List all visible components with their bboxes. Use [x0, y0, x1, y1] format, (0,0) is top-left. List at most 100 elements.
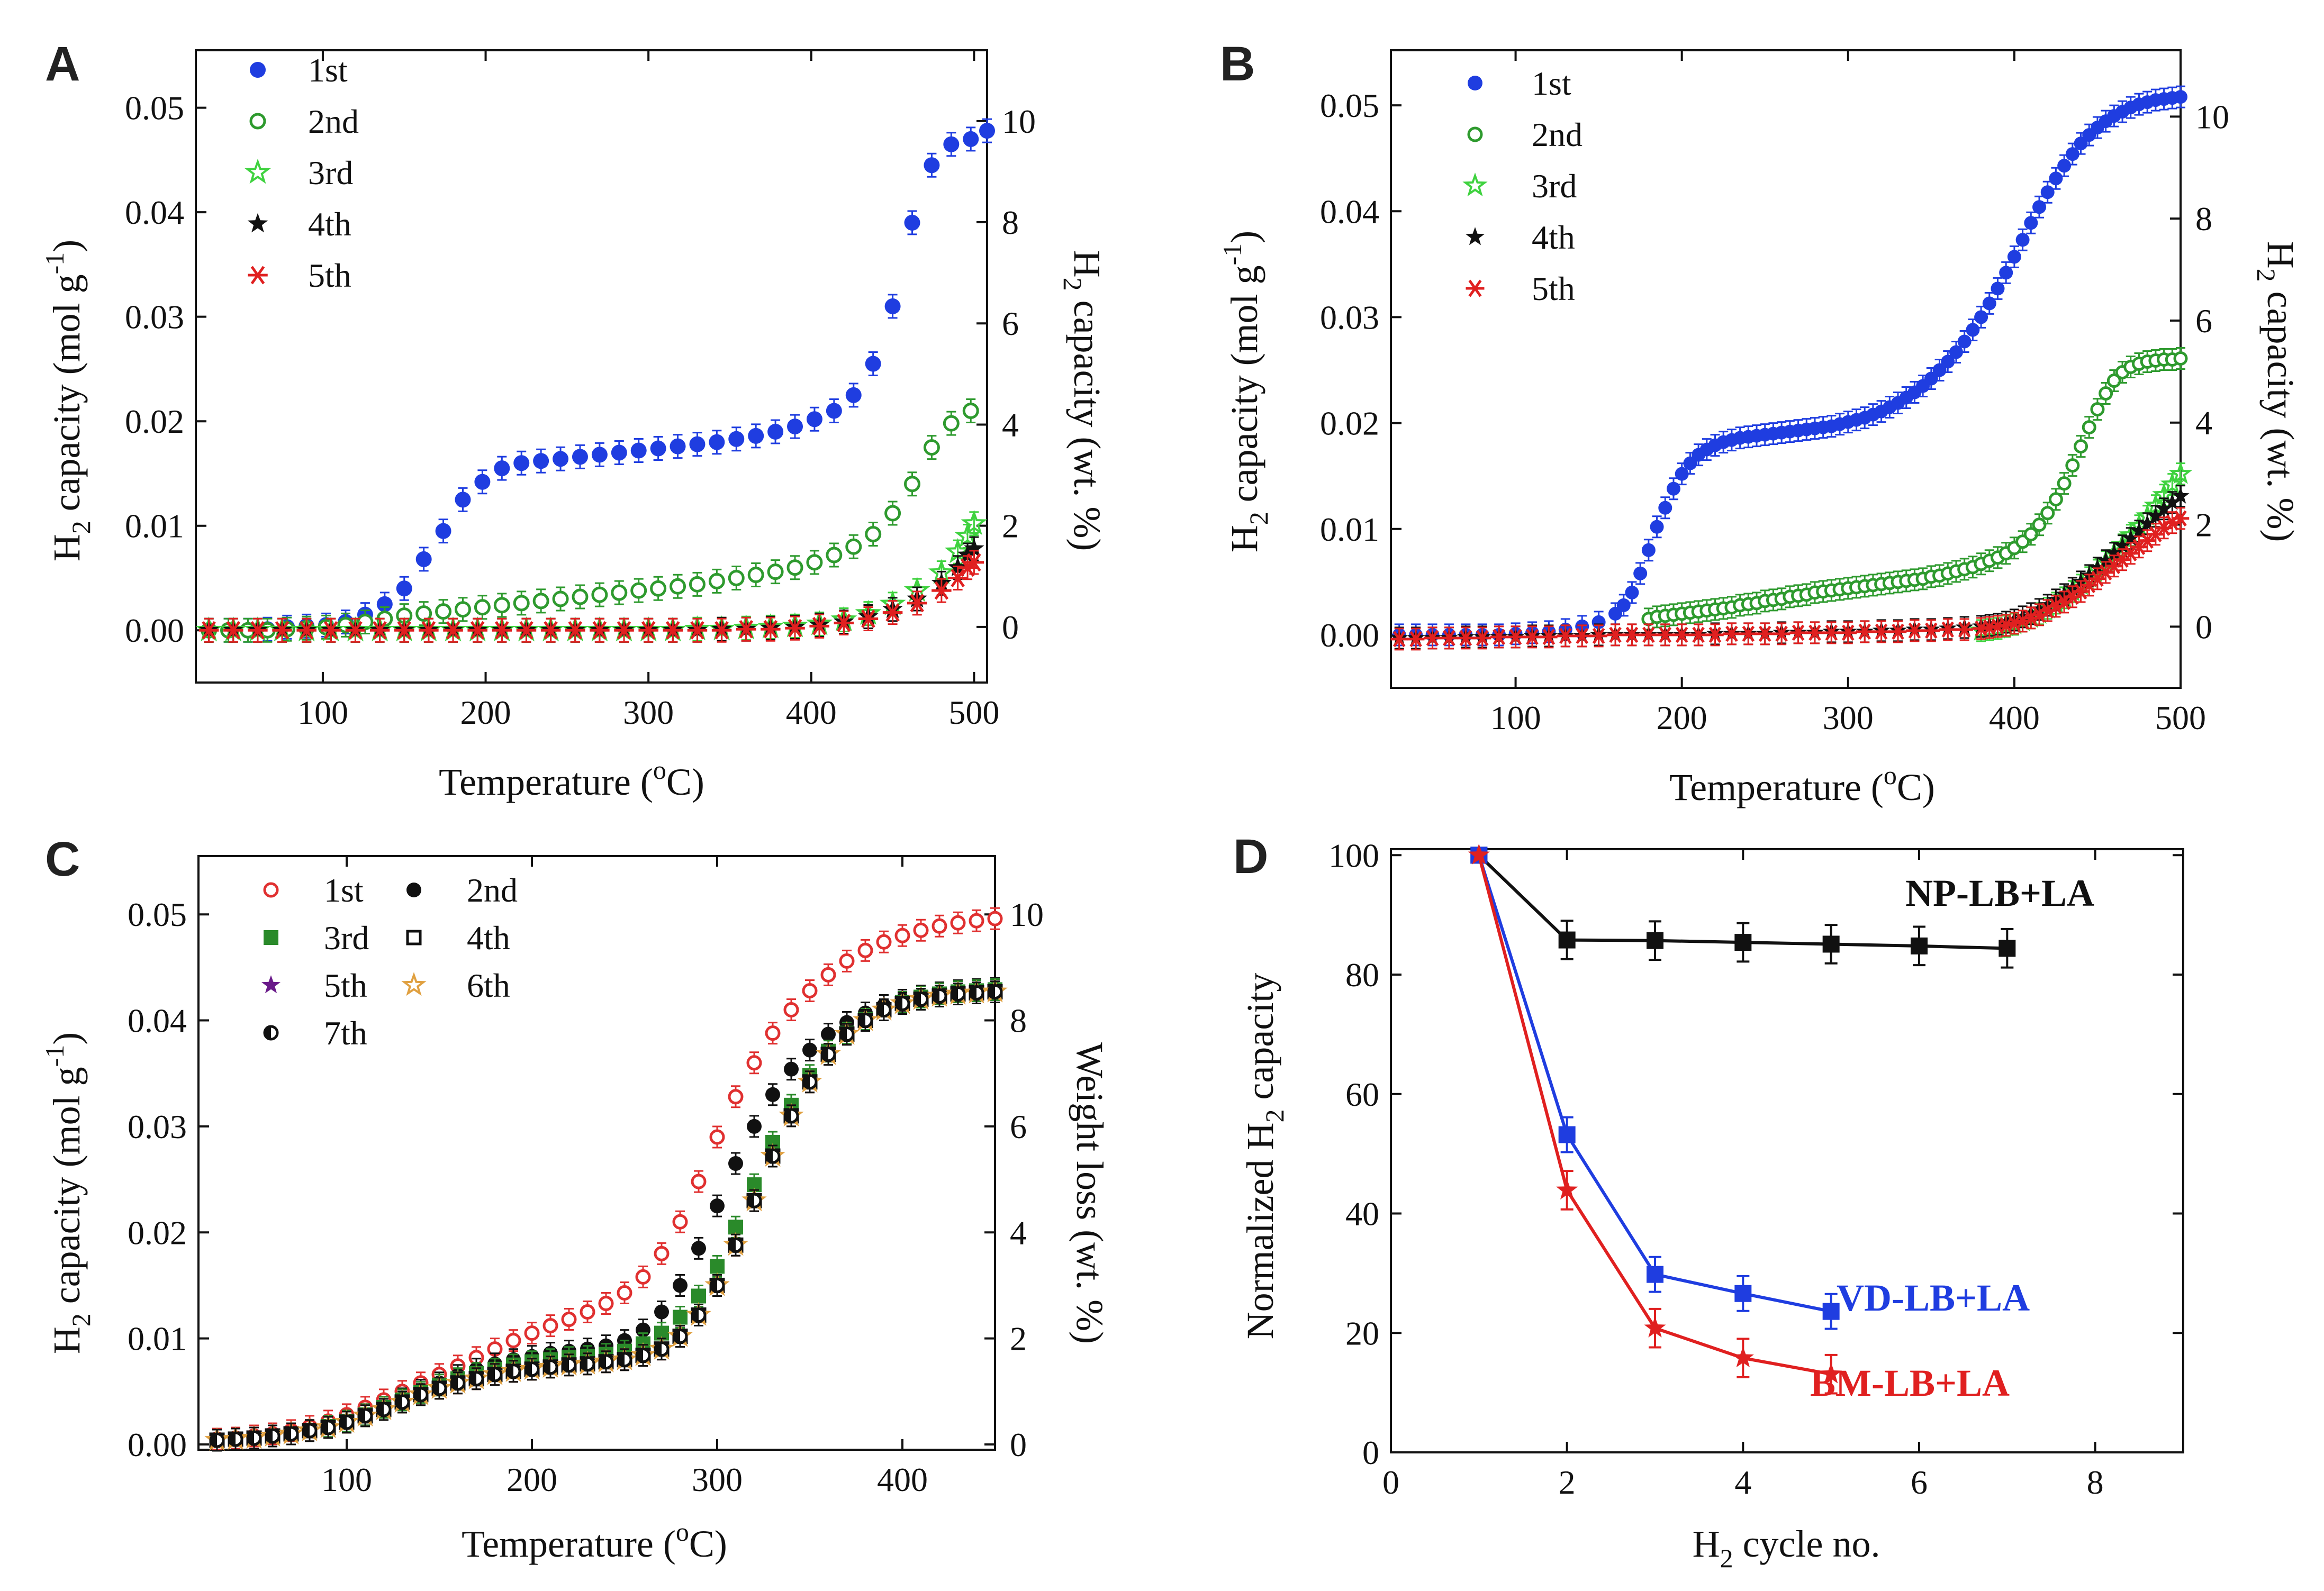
data-point — [834, 614, 854, 632]
data-point — [565, 621, 585, 640]
data-point — [2099, 386, 2113, 401]
data-point — [2015, 233, 2030, 247]
data-point — [1789, 624, 1807, 641]
data-point — [1507, 629, 1524, 646]
data-point — [505, 1363, 521, 1379]
data-point — [591, 586, 608, 603]
data-point — [1823, 624, 1840, 641]
data-point — [1558, 1126, 1576, 1143]
x-axis-title-d: H2 cycle no. — [1693, 1523, 1880, 1573]
data-point-fill — [710, 1278, 717, 1293]
data-point — [670, 438, 686, 454]
data-point — [670, 578, 686, 595]
y2-tick-label: 2 — [2195, 506, 2212, 544]
data-point — [924, 157, 940, 174]
data-point — [487, 1367, 503, 1383]
data-point — [913, 991, 929, 1007]
legend-item-2nd: 2nd — [406, 871, 518, 909]
data-point — [709, 434, 725, 450]
data-point — [865, 356, 881, 372]
y2-tick-label: 2 — [1010, 1320, 1027, 1358]
data-point — [1941, 354, 1955, 369]
data-point — [1949, 345, 1963, 359]
legend-marker — [248, 266, 268, 285]
data-point — [533, 453, 549, 469]
data-point — [987, 911, 1003, 926]
data-point — [1440, 630, 1458, 647]
axes-a: 100 200 300 400 500 0.00 0.01 0.02 0.03 0.04 0.05 0… — [125, 49, 1036, 731]
legend-marker — [250, 62, 266, 78]
data-point — [272, 621, 292, 640]
data-point-fill — [562, 1357, 569, 1372]
data-point — [783, 1002, 799, 1018]
y2-tick-label: 6 — [1002, 305, 1019, 342]
data-point — [1932, 363, 1947, 377]
y2-tick-label: 8 — [2195, 200, 2212, 238]
data-point — [672, 1329, 688, 1344]
data-point — [302, 1423, 318, 1439]
y-tick-label: 0.05 — [125, 89, 184, 127]
data-point — [1558, 931, 1576, 949]
x-tick-label: 100 — [1490, 699, 1541, 737]
data-point — [1650, 520, 1664, 534]
data-point — [876, 934, 892, 950]
legend-label: 2nd — [467, 871, 518, 909]
data-point — [839, 953, 855, 969]
legend-item-7th: 7th — [263, 1014, 367, 1052]
data-point — [711, 621, 732, 640]
x-tick-label: 200 — [460, 694, 511, 731]
data-point — [650, 580, 667, 597]
data-point — [1590, 628, 1607, 644]
data-point — [1873, 623, 1890, 640]
marks-a — [195, 118, 995, 643]
data-point — [1647, 932, 1663, 949]
legend-item-1st: 1st — [263, 871, 364, 909]
y2-tick-label: 10 — [1010, 896, 1044, 933]
y-tick-label: 0.04 — [125, 194, 184, 231]
data-point — [1756, 625, 1774, 642]
data-point — [654, 1341, 670, 1357]
y2-axis-title-b: H2 capacity (wt. %) — [2251, 241, 2302, 542]
data-point — [1523, 629, 1541, 646]
y2-axis-title-c: Weight loss (wt. %) — [1069, 1042, 1111, 1344]
data-point — [524, 1361, 540, 1377]
x-axis-title-a: Temperature (oC) — [439, 755, 704, 803]
data-point — [2130, 539, 2148, 556]
series-bm-lb-la — [1468, 843, 1842, 1395]
legend-label: 2nd — [308, 103, 359, 140]
data-point — [394, 1394, 410, 1410]
x-tick-label: 300 — [623, 694, 674, 731]
data-point — [1640, 626, 1658, 643]
series-2nd — [1641, 347, 2188, 631]
data-point — [820, 967, 836, 983]
y2-axis-title-a: H2 capacity (wt. %) — [1058, 250, 1108, 551]
data-point — [1957, 334, 1972, 349]
legend-label: 3rd — [308, 154, 353, 192]
data-point — [591, 447, 608, 463]
data-point-fill — [543, 1359, 550, 1375]
data-point — [1666, 481, 1680, 496]
data-point — [845, 387, 862, 403]
data-point — [709, 1277, 725, 1293]
x-tick-label: 400 — [877, 1461, 928, 1498]
data-point — [806, 411, 822, 428]
legend-marker — [1462, 172, 1488, 197]
legend-item-6th: 6th — [401, 967, 510, 1004]
panel-a: A 100 200 300 400 5000.000.010.020.030.040.0… — [40, 37, 1108, 803]
x-axis-title-b: Temperature (oC) — [1669, 760, 1935, 808]
data-point — [1473, 630, 1491, 647]
legend-item-4th: 4th — [406, 919, 510, 957]
data-point — [2057, 476, 2072, 491]
axes-b: 100 200 300 400 500 0.00 0.01 0.02 0.03 0.04 0.05 0… — [1320, 49, 2229, 737]
data-point — [1390, 631, 1408, 648]
data-point — [1644, 1316, 1666, 1338]
y-axis-title-c: H2 capacity (mol g-1) — [40, 1032, 96, 1354]
data-point — [435, 603, 452, 620]
y-tick-label: 0.03 — [1320, 298, 1379, 336]
legend-item-4th: 4th — [1466, 219, 1575, 256]
data-point — [728, 1089, 744, 1105]
data-point — [1490, 629, 1508, 646]
legend-item-1st: 1st — [250, 51, 348, 89]
